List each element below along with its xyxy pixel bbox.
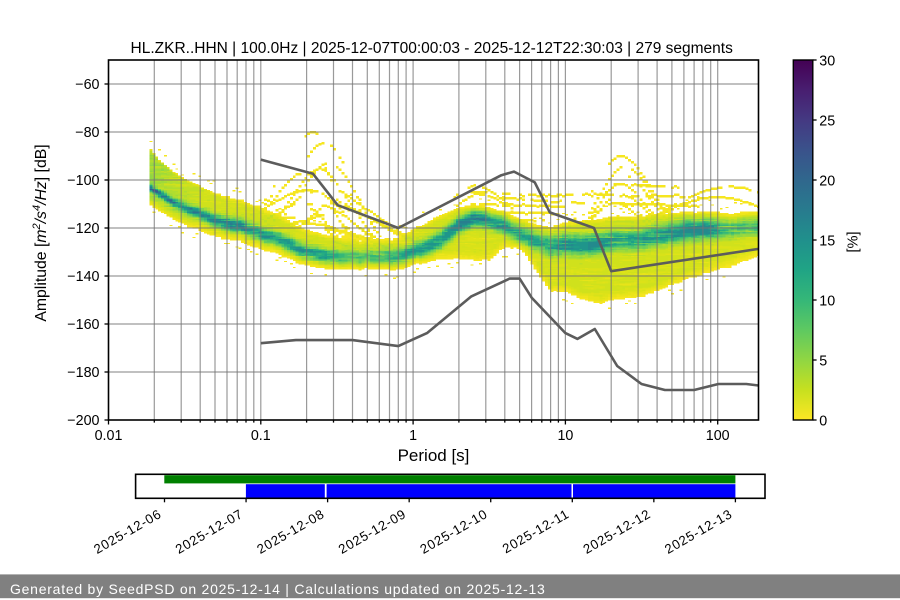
svg-text:−200: −200 xyxy=(67,413,99,429)
svg-text:−100: −100 xyxy=(67,173,99,189)
svg-text:−120: −120 xyxy=(67,221,99,237)
svg-text:15: 15 xyxy=(819,233,835,249)
svg-text:10: 10 xyxy=(557,428,573,444)
svg-text:HL.ZKR..HHN | 100.0Hz | 2025-1: HL.ZKR..HHN | 100.0Hz | 2025-12-07T00:00… xyxy=(131,40,734,57)
svg-text:Amplitude [m2/s4/Hz] [dB]: Amplitude [m2/s4/Hz] [dB] xyxy=(31,144,50,321)
svg-text:−140: −140 xyxy=(67,269,99,285)
svg-text:−160: −160 xyxy=(67,317,99,333)
svg-text:10: 10 xyxy=(819,293,835,309)
svg-text:0.1: 0.1 xyxy=(251,428,271,444)
svg-text:Period [s]: Period [s] xyxy=(398,446,470,465)
svg-text:1: 1 xyxy=(409,428,417,444)
svg-text:−180: −180 xyxy=(67,365,99,381)
svg-text:20: 20 xyxy=(819,173,835,189)
svg-text:5: 5 xyxy=(819,353,827,369)
svg-text:30: 30 xyxy=(819,53,835,69)
svg-text:−80: −80 xyxy=(75,125,99,141)
svg-text:Generated by SeedPSD on 2025-1: Generated by SeedPSD on 2025-12-14 | Cal… xyxy=(10,581,546,597)
svg-text:0: 0 xyxy=(819,413,827,429)
svg-text:25: 25 xyxy=(819,113,835,129)
svg-text:−60: −60 xyxy=(75,77,99,93)
svg-text:[%]: [%] xyxy=(846,231,862,252)
svg-text:100: 100 xyxy=(706,428,730,444)
svg-text:0.01: 0.01 xyxy=(95,428,123,444)
